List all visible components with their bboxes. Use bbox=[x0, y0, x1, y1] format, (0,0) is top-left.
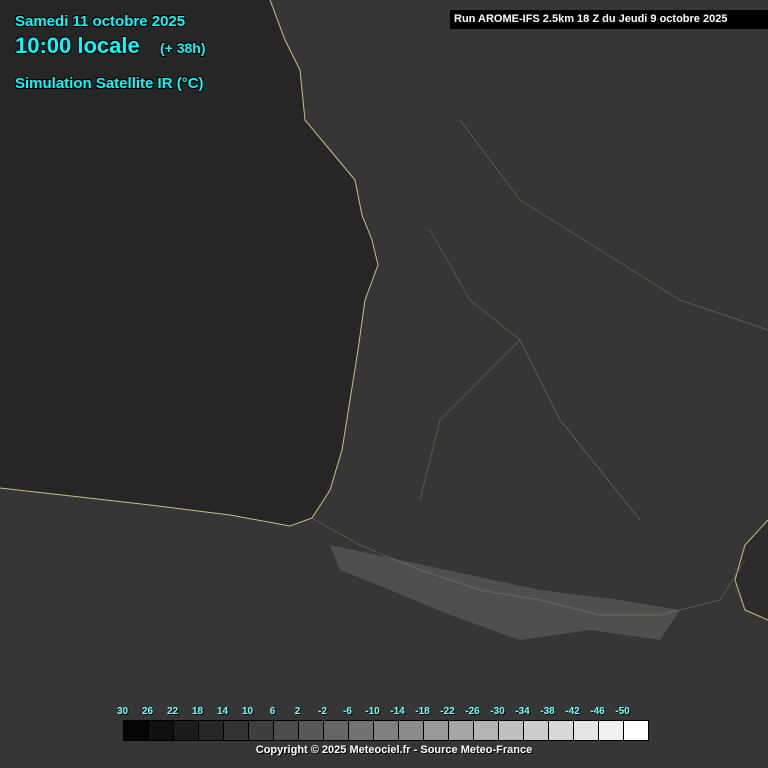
legend-label: 22 bbox=[166, 706, 179, 717]
model-run-label: Run AROME-IFS 2.5km 18 Z du Jeudi 9 octo… bbox=[450, 10, 768, 29]
mediterranean-sea bbox=[735, 520, 768, 620]
legend-swatch bbox=[349, 721, 374, 740]
legend-swatch bbox=[224, 721, 249, 740]
legend-label: -2 bbox=[318, 706, 327, 717]
legend-swatch bbox=[549, 721, 574, 740]
atlantic-ocean bbox=[0, 0, 378, 526]
legend-swatch bbox=[524, 721, 549, 740]
legend-label: -42 bbox=[565, 706, 580, 717]
legend-label: -26 bbox=[465, 706, 480, 717]
legend-swatch bbox=[424, 721, 449, 740]
coastline bbox=[0, 0, 768, 621]
legend-swatch bbox=[574, 721, 599, 740]
legend-swatch bbox=[624, 721, 648, 740]
legend-colorbar bbox=[123, 720, 649, 741]
legend-label: -34 bbox=[515, 706, 530, 717]
legend-label: 18 bbox=[191, 706, 204, 717]
legend-label: -22 bbox=[440, 706, 455, 717]
legend-swatch bbox=[499, 721, 524, 740]
copyright: Copyright © 2025 Meteociel.fr - Source M… bbox=[255, 744, 533, 756]
legend-swatch bbox=[374, 721, 399, 740]
legend-label: -14 bbox=[390, 706, 405, 717]
legend-swatch bbox=[124, 721, 149, 740]
legend-label: -38 bbox=[540, 706, 555, 717]
legend-swatch bbox=[599, 721, 624, 740]
legend-swatch bbox=[174, 721, 199, 740]
legend-swatch bbox=[324, 721, 349, 740]
legend-label: -10 bbox=[365, 706, 380, 717]
forecast-date: Samedi 11 octobre 2025 bbox=[15, 13, 186, 30]
legend-label: -46 bbox=[590, 706, 605, 717]
border-lines bbox=[311, 119, 768, 616]
legend-label: 30 bbox=[116, 706, 129, 717]
legend-label: -18 bbox=[415, 706, 430, 717]
legend-label: -30 bbox=[490, 706, 505, 717]
forecast-lead-time: (+ 38h) bbox=[160, 40, 206, 56]
product-title: Simulation Satellite IR (°C) bbox=[15, 75, 204, 92]
legend-swatch bbox=[299, 721, 324, 740]
legend-swatch bbox=[449, 721, 474, 740]
legend-label: 10 bbox=[241, 706, 254, 717]
legend-label: -50 bbox=[615, 706, 630, 717]
legend-swatch bbox=[249, 721, 274, 740]
legend-swatch bbox=[274, 721, 299, 740]
legend-swatch bbox=[474, 721, 499, 740]
legend-label: 6 bbox=[269, 706, 276, 717]
legend-label: -6 bbox=[343, 706, 352, 717]
legend-labels: 30 26 22 18 14 10 6 2 -2 -6 -10 -14 -18 -22 -26 -30 -34-… bbox=[110, 706, 660, 720]
legend-label: 14 bbox=[216, 706, 229, 717]
legend-label: 26 bbox=[141, 706, 154, 717]
legend-swatch bbox=[199, 721, 224, 740]
legend-swatch bbox=[149, 721, 174, 740]
legend-swatch bbox=[399, 721, 424, 740]
legend-label: 2 bbox=[294, 706, 301, 717]
forecast-time: 10:00 locale bbox=[15, 33, 140, 58]
